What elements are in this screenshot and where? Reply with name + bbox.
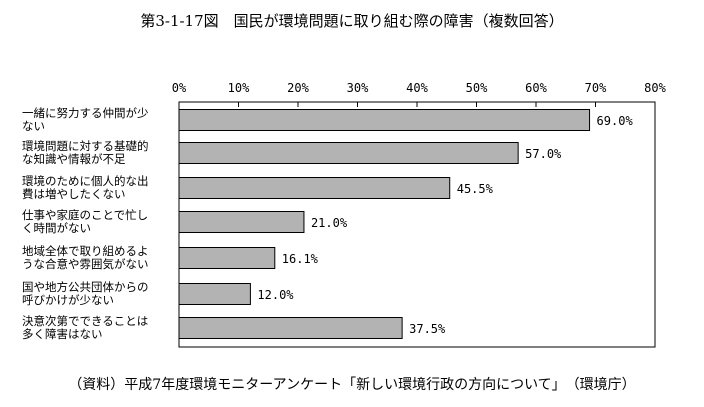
bar [178, 247, 276, 269]
category-label: な知識や情報が不足 [22, 152, 126, 166]
x-tick-label: 30% [347, 81, 369, 95]
x-tick-label: 80% [644, 81, 666, 95]
category-label: 決意次第でできることは [22, 314, 148, 328]
category-label: 地域全体で取り組めるよ [22, 244, 149, 258]
bar [178, 211, 305, 233]
bar [178, 317, 403, 339]
bar [178, 109, 591, 131]
data-label: 69.0% [597, 114, 634, 128]
data-label: 16.1% [282, 252, 319, 266]
bar [178, 142, 519, 164]
category-labels: 一緒に努力する仲間が少ない環境問題に対する基礎的な知識や情報が不足環境のために個… [22, 106, 149, 341]
x-tick-label: 70% [585, 81, 607, 95]
data-label: 57.0% [525, 147, 562, 161]
category-label: 多く障害はない [22, 327, 103, 341]
data-label: 37.5% [409, 322, 446, 336]
x-tick-label: 10% [228, 81, 250, 95]
category-label: うな合意や雰囲気がない [22, 257, 149, 271]
x-tick-label: 20% [287, 81, 309, 95]
bars: 69.0% 57.0% 45.5% 21.0% 16.1% 12.0% 37.5% [178, 109, 634, 339]
category-label: ない [22, 119, 45, 133]
data-label: 21.0% [311, 216, 348, 230]
category-label: 費は増やしたくない [22, 187, 126, 201]
x-tick-label: 50% [466, 81, 488, 95]
data-label: 12.0% [257, 288, 294, 302]
bar [178, 283, 251, 305]
category-label: く時間がない [22, 221, 91, 235]
x-axis-ticks: 0% 10% 20% 30% 40% 50% 60% 70% 80% [172, 81, 667, 107]
x-tick-label: 60% [525, 81, 547, 95]
source-note: （資料）平成7年度環境モニターアンケート「新しい環境行政の方向について」 （環境… [68, 377, 636, 393]
data-label: 45.5% [457, 182, 494, 196]
chart-title: 第3-1-17図 国民が環境問題に取り組む際の障害（複数回答） [140, 12, 564, 30]
category-label: 環境問題に対する基礎的 [22, 139, 149, 153]
category-label: 呼びかけが少ない [22, 293, 114, 307]
category-label: 一緒に努力する仲間が少 [22, 106, 149, 120]
bar [178, 177, 451, 199]
category-label: 仕事や家庭のことで忙し [22, 208, 148, 222]
category-label: 国や地方公共団体からの [22, 280, 149, 294]
x-tick-label: 0% [172, 81, 187, 95]
x-tick-label: 40% [406, 81, 428, 95]
category-label: 環境のために個人的な出 [22, 174, 149, 188]
